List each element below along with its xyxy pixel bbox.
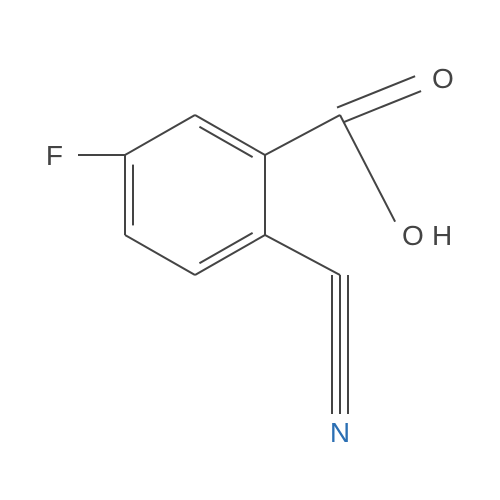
bond: [337, 76, 415, 107]
bond: [199, 127, 252, 157]
bond: [343, 91, 421, 122]
atom-label-O1: O: [432, 63, 454, 94]
bond: [199, 233, 252, 263]
atom-label-O2_O: O: [402, 220, 424, 251]
bond: [125, 115, 195, 155]
bond: [195, 115, 265, 155]
bond: [125, 235, 195, 275]
bond: [265, 235, 340, 275]
atom-label-N: N: [330, 417, 350, 448]
bond: [340, 115, 395, 222]
chemical-structure: FOOHN: [0, 0, 500, 500]
bond: [265, 115, 340, 155]
atom-label-F: F: [46, 140, 63, 171]
atom-label-O2_H: H: [432, 220, 452, 251]
bond: [195, 235, 265, 275]
